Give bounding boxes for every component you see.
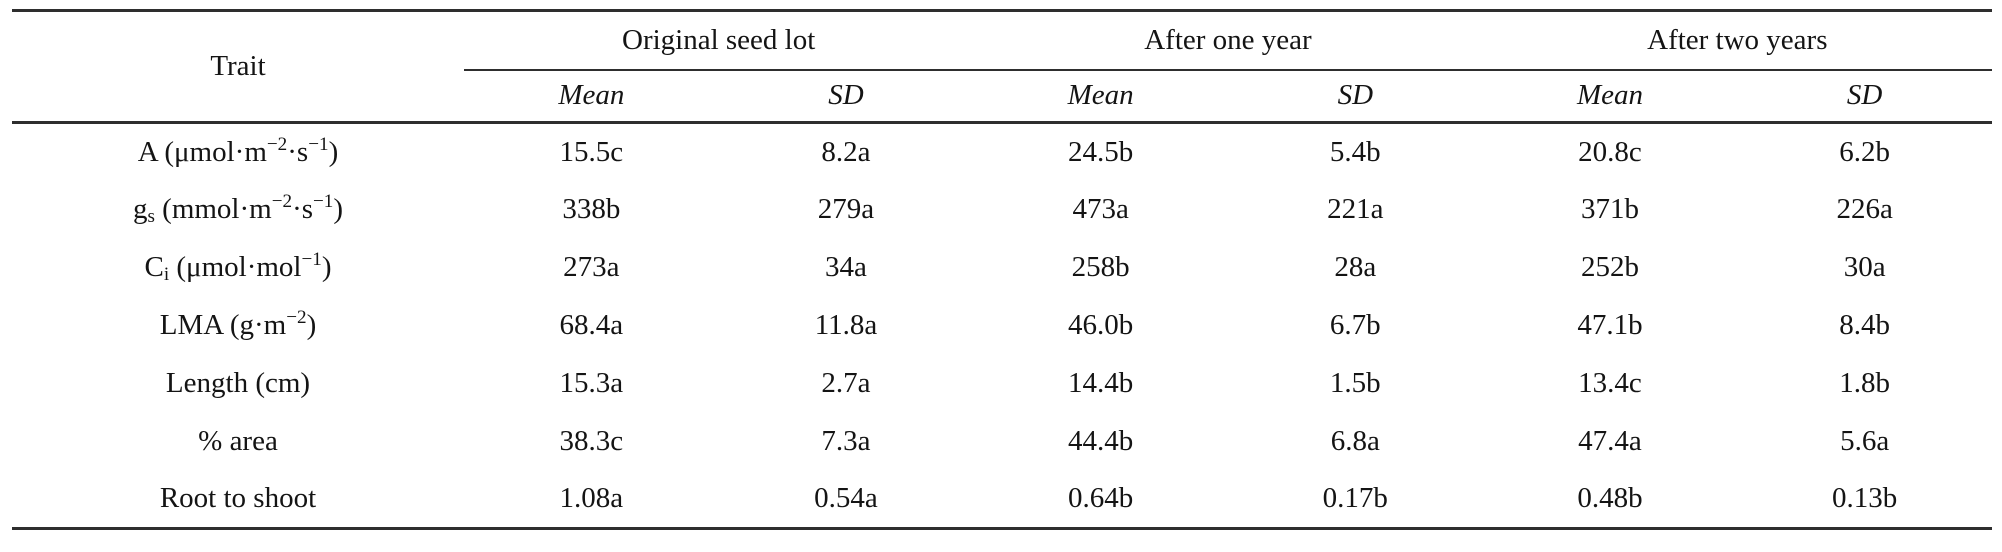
stat-header-mean-3: Mean: [1482, 69, 1738, 124]
value-cell: 371b: [1580, 193, 1639, 225]
trait-cell: Length (cm): [165, 367, 311, 399]
value-cell: 68.4a: [559, 309, 624, 341]
stat-header-sd-3: SD: [1737, 69, 1992, 124]
value-cell: 2.7a: [821, 367, 871, 399]
trait-cell: Ci (μmol·mol−1): [144, 249, 332, 286]
value-cell: 30a: [1843, 251, 1886, 283]
table-body: A (μmol·m−2·s−1) 15.5c 8.2a 24.5b 5.4b 20.8c 6…: [12, 123, 1992, 529]
value-cell: 273a: [563, 251, 620, 283]
value-cell: 11.8a: [814, 309, 878, 341]
value-cell: 47.4a: [1578, 425, 1642, 457]
value-cell: 6.8a: [1330, 425, 1380, 457]
trait-cell: A (μmol·m−2·s−1): [137, 134, 339, 168]
value-cell: 8.4b: [1839, 309, 1891, 341]
value-cell: 8.2a: [821, 135, 871, 168]
value-cell: 13.4c: [1578, 367, 1642, 399]
stat-header-sd-1: SD: [718, 69, 974, 124]
stat-header-mean-1: Mean: [464, 69, 719, 124]
value-cell: 279a: [817, 193, 875, 225]
value-cell: 15.3a: [559, 367, 624, 399]
value-cell: 1.08a: [559, 482, 624, 515]
group-header-after-two-years: After two years: [1482, 10, 1992, 71]
value-cell: 14.4b: [1068, 367, 1134, 399]
value-cell: 338b: [562, 193, 621, 225]
table-row: % area 38.3c 7.3a 44.4b 6.8a 47.4a 5.6a: [12, 413, 1992, 471]
value-cell: 221a: [1327, 193, 1384, 225]
value-cell: 24.5b: [1068, 135, 1134, 168]
value-cell: 5.6a: [1840, 425, 1890, 457]
value-cell: 258b: [1071, 251, 1130, 283]
table-row: Length (cm) 15.3a 2.7a 14.4b 1.5b 13.4c 1.8b: [12, 355, 1992, 413]
value-cell: 28a: [1334, 251, 1377, 283]
group-header-after-one-year: After one year: [973, 10, 1483, 71]
table-row: LMA (g·m−2) 68.4a 11.8a 46.0b 6.7b 47.1b 8.4b: [12, 297, 1992, 355]
value-cell: 1.5b: [1329, 367, 1381, 399]
value-cell: 7.3a: [821, 425, 871, 457]
value-cell: 226a: [1836, 193, 1893, 225]
value-cell: 5.4b: [1329, 135, 1381, 168]
trait-column-header: Trait: [12, 10, 464, 124]
value-cell: 6.7b: [1329, 309, 1381, 341]
table-row: Root to shoot 1.08a 0.54a 0.64b 0.17b 0.48b 0.…: [12, 471, 1992, 529]
stat-header-row: Mean SD Mean SD Mean SD: [12, 69, 1992, 124]
value-cell: 1.8b: [1839, 367, 1891, 399]
value-cell: 46.0b: [1068, 309, 1134, 341]
value-cell: 20.8c: [1578, 135, 1642, 168]
table-row: A (μmol·m−2·s−1) 15.5c 8.2a 24.5b 5.4b 20.8c 6…: [12, 123, 1992, 181]
value-cell: 473a: [1072, 193, 1129, 225]
stat-header-sd-2: SD: [1227, 69, 1483, 124]
group-header-row: Trait Original seed lot After one year A…: [12, 10, 1992, 124]
value-cell: 0.17b: [1322, 482, 1388, 515]
trait-cell: Root to shoot: [159, 482, 317, 515]
table-header: Trait Original seed lot After one year A…: [12, 10, 1992, 124]
value-cell: 47.1b: [1577, 309, 1643, 341]
table-row: Ci (μmol·mol−1) 273a 34a 258b 28a 252b 30a: [12, 239, 1992, 297]
trait-cell: LMA (g·m−2): [159, 307, 317, 341]
group-header-original-seed-lot: Original seed lot: [464, 10, 974, 71]
value-cell: 0.54a: [814, 482, 878, 515]
value-cell: 0.48b: [1577, 482, 1643, 515]
value-cell: 6.2b: [1839, 135, 1891, 168]
table-row: gs (mmol·m−2·s−1) 338b 279a 473a 221a 371b 226…: [12, 181, 1992, 239]
trait-cell: gs (mmol·m−2·s−1): [132, 191, 344, 228]
traits-statistics-table: Trait Original seed lot After one year A…: [12, 9, 1992, 530]
value-cell: 0.13b: [1832, 482, 1898, 515]
value-cell: 38.3c: [559, 425, 624, 457]
value-cell: 34a: [825, 251, 867, 283]
value-cell: 252b: [1580, 251, 1639, 283]
stat-header-mean-2: Mean: [973, 69, 1228, 124]
value-cell: 44.4b: [1068, 425, 1134, 457]
value-cell: 15.5c: [559, 135, 624, 168]
value-cell: 0.64b: [1068, 482, 1134, 515]
trait-cell: % area: [198, 425, 278, 457]
